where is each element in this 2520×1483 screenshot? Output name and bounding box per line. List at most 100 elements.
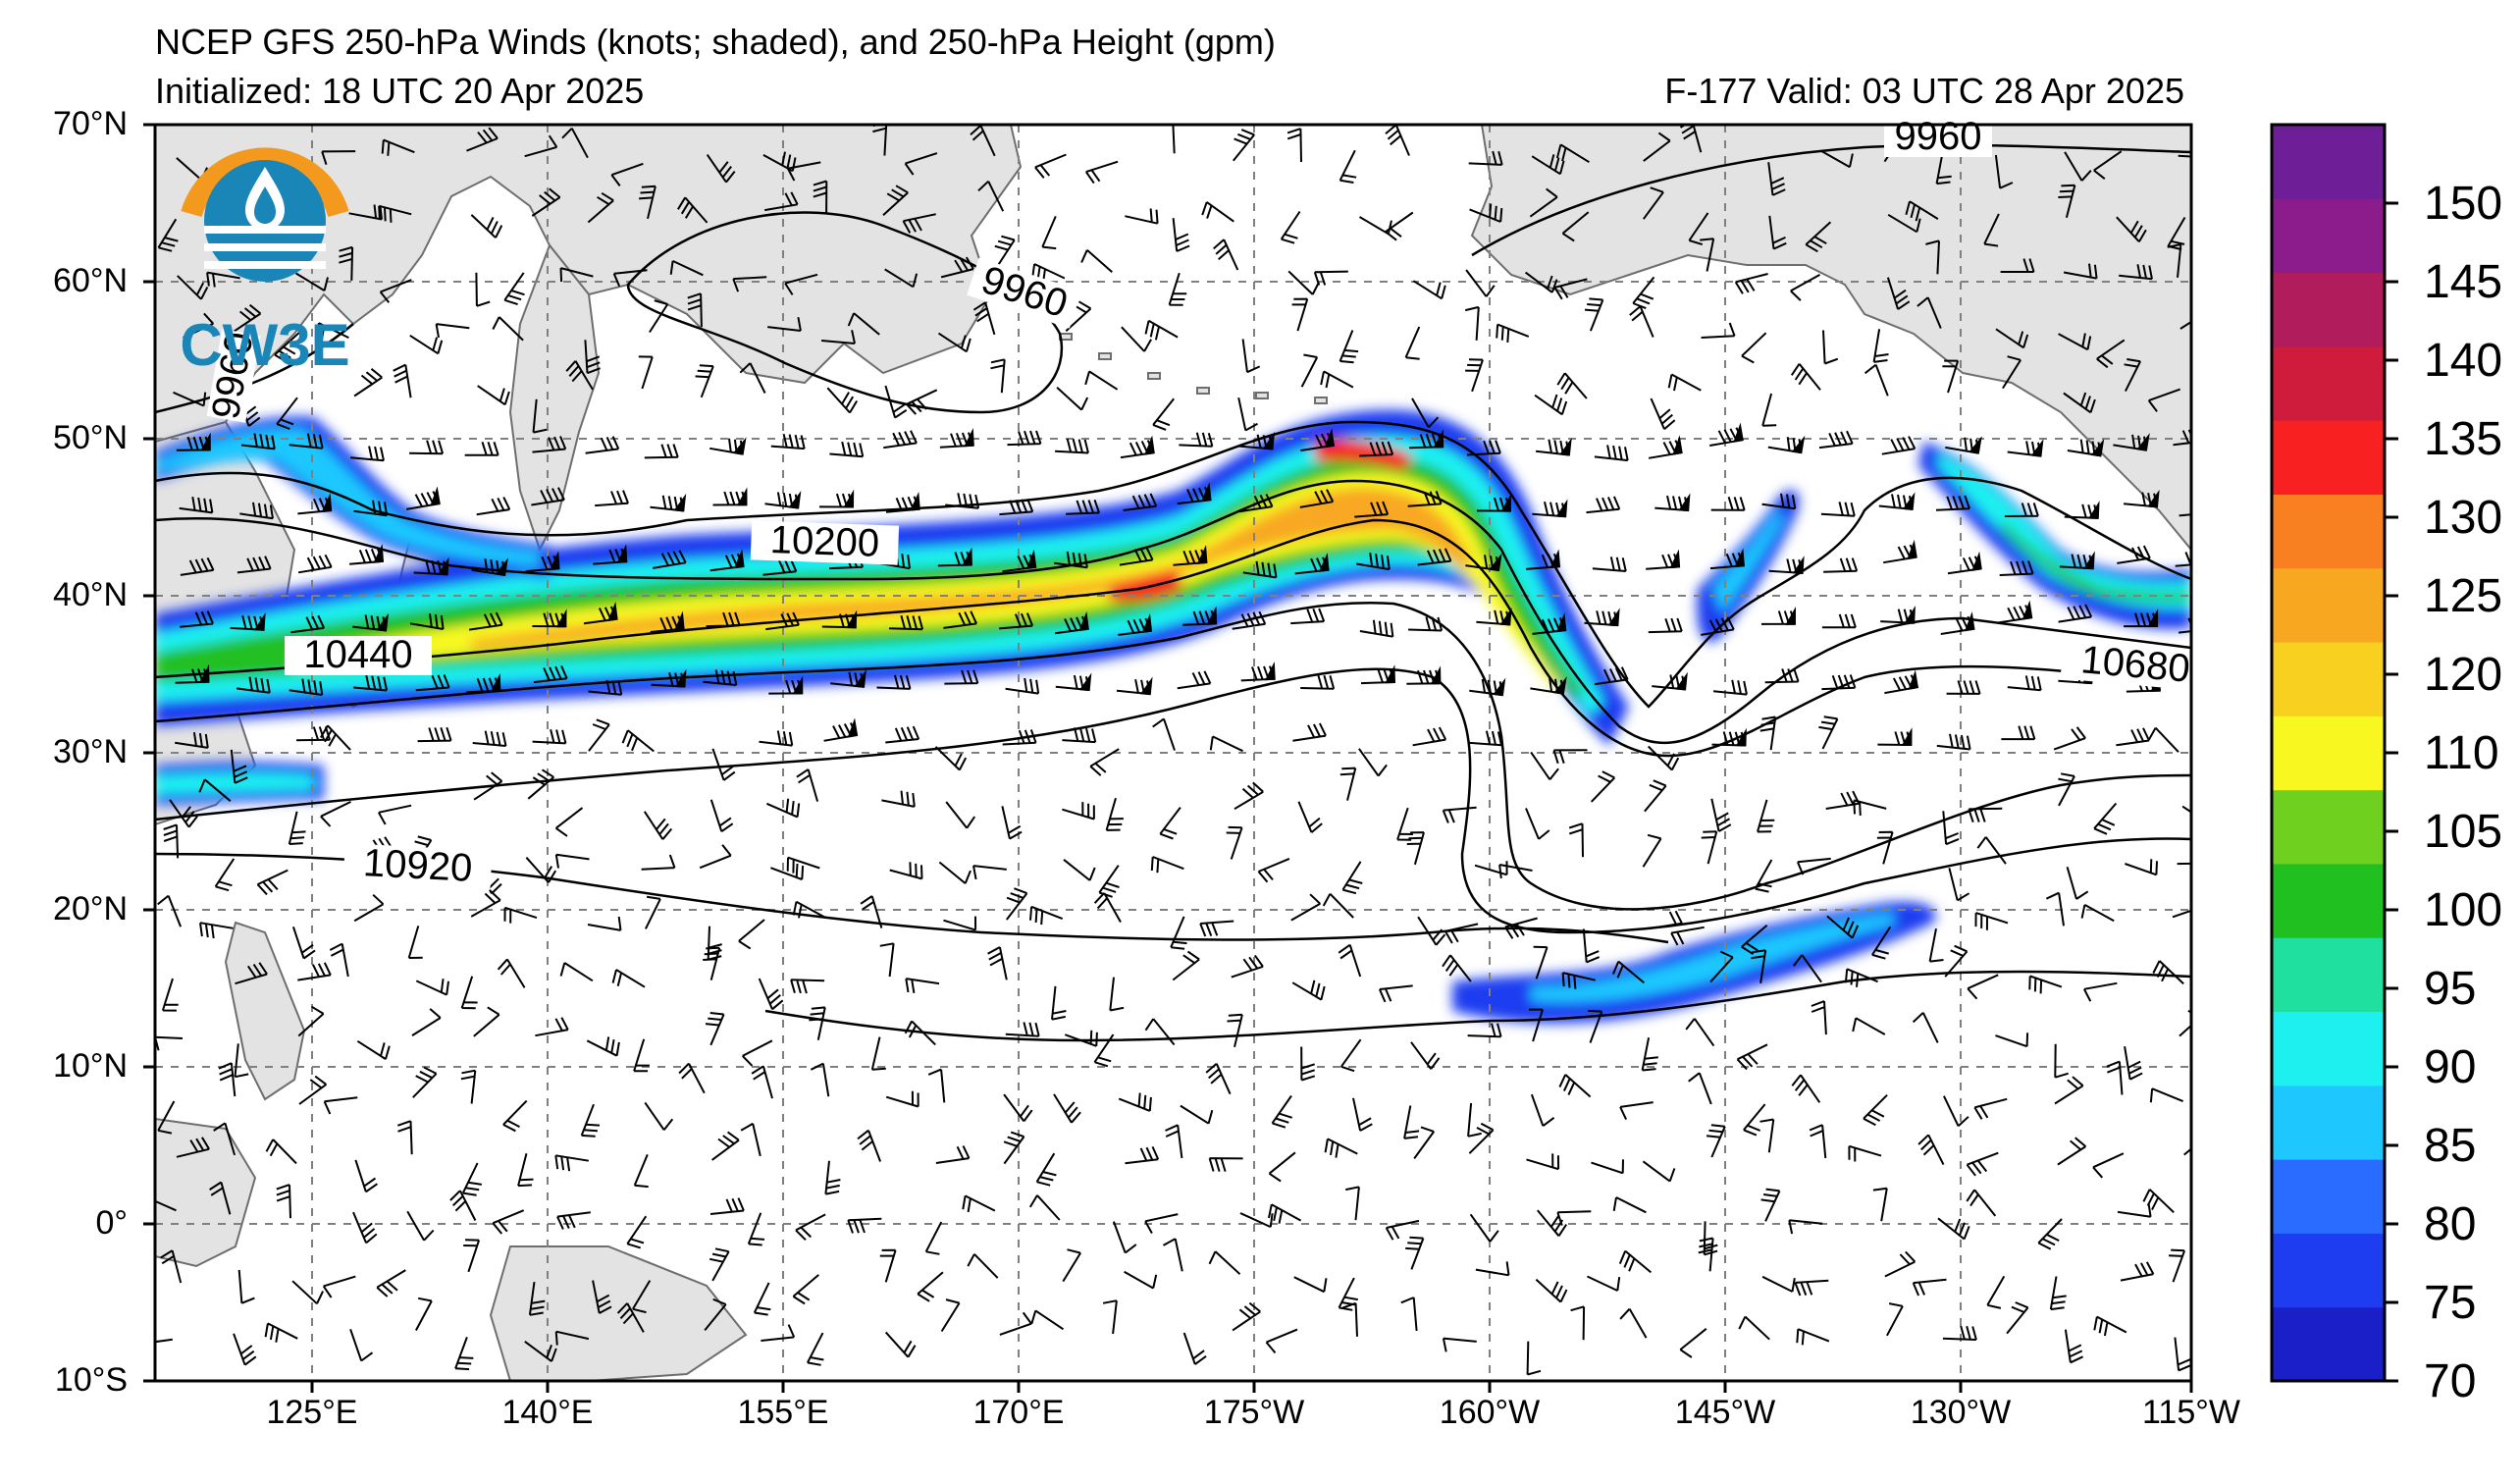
wind-barb bbox=[644, 1101, 674, 1131]
wind-barb bbox=[1876, 830, 1894, 865]
colorbar-label-130: 130 bbox=[2424, 492, 2503, 544]
wind-barb bbox=[732, 276, 767, 292]
wind-barb bbox=[2045, 891, 2065, 927]
colorbar-swatch bbox=[2272, 715, 2385, 791]
wind-barb bbox=[1590, 770, 1616, 803]
wind-barb bbox=[1619, 1307, 1648, 1339]
wind-barb bbox=[1339, 1038, 1362, 1073]
wind-barb bbox=[1741, 924, 1768, 956]
colorbar-label-100: 100 bbox=[2424, 884, 2503, 936]
wind-barb bbox=[415, 674, 450, 692]
wind-barb-pennant bbox=[1433, 429, 1444, 449]
wind-barb bbox=[1973, 1097, 2008, 1120]
wind-barb bbox=[1533, 945, 1549, 980]
wind-barb bbox=[464, 442, 499, 456]
wind-barb bbox=[826, 387, 859, 414]
wind-barb bbox=[638, 355, 654, 390]
wind-barb bbox=[883, 430, 918, 450]
wind-barb bbox=[291, 1280, 325, 1305]
wind-barb bbox=[879, 1248, 897, 1283]
wind-barb bbox=[1168, 272, 1187, 306]
contour-g bbox=[764, 970, 2191, 1042]
wind-barb bbox=[532, 728, 567, 745]
colorbar-swatch bbox=[2272, 198, 2385, 274]
contour-label-9960-b: 9960 bbox=[1895, 115, 1982, 158]
wind-barb bbox=[709, 1247, 730, 1282]
wind-barb bbox=[904, 152, 938, 176]
wind-barb bbox=[554, 1154, 589, 1172]
wind-barb-pennant bbox=[1902, 492, 1916, 510]
wind-barb bbox=[1713, 679, 1748, 696]
wind-barb bbox=[1641, 1037, 1658, 1072]
wind-barb bbox=[1062, 1248, 1081, 1283]
wind-barb bbox=[2125, 859, 2158, 876]
wind-barb bbox=[767, 317, 802, 332]
wind-barb bbox=[1759, 1118, 1775, 1153]
wind-barb bbox=[1152, 717, 1176, 751]
wind-barb bbox=[592, 1280, 612, 1314]
wind-barb bbox=[1790, 274, 1820, 301]
lon-label-115w: 115°W bbox=[2142, 1394, 2240, 1431]
wind-barb bbox=[1003, 1093, 1033, 1122]
wind-barb bbox=[2000, 258, 2035, 273]
wind-barb bbox=[847, 1217, 882, 1234]
wind-barb bbox=[1084, 160, 1119, 185]
wind-barb bbox=[1706, 1124, 1726, 1158]
wind-barb bbox=[972, 301, 996, 336]
wind-barb bbox=[1466, 440, 1501, 456]
wind-barb bbox=[807, 1332, 824, 1366]
wind-barb bbox=[1105, 797, 1124, 831]
contour-f bbox=[155, 667, 2191, 934]
wind-barb bbox=[1152, 397, 1175, 431]
wind-barb bbox=[1213, 238, 1239, 271]
contour-a bbox=[155, 323, 354, 414]
wind-barb bbox=[1320, 370, 1354, 389]
wind-barb bbox=[1405, 1236, 1425, 1270]
wind-barb bbox=[1093, 892, 1122, 923]
wind-barb bbox=[687, 292, 703, 328]
wind-barb bbox=[1586, 496, 1621, 514]
wind-barb bbox=[470, 889, 501, 918]
wind-barb bbox=[1968, 807, 2003, 823]
wind-barb bbox=[1582, 928, 1601, 964]
wind-barb bbox=[2093, 150, 2123, 180]
wind-barb bbox=[1159, 806, 1181, 840]
wind-barb-pennant bbox=[2021, 600, 2033, 620]
wind-barb bbox=[1464, 305, 1480, 341]
wind-barb bbox=[934, 746, 968, 771]
wind-barb bbox=[321, 150, 356, 166]
wind-barb-pennant bbox=[1791, 435, 1806, 454]
wind-barb bbox=[2142, 1189, 2175, 1214]
colorbar-swatch bbox=[2272, 1085, 2385, 1160]
height-contours bbox=[155, 143, 2191, 1042]
colorbar-swatch bbox=[2272, 1306, 2385, 1382]
wind-barb bbox=[943, 916, 977, 931]
wind-barb bbox=[633, 1038, 650, 1073]
wind-barb bbox=[379, 279, 412, 303]
wind-barb bbox=[2054, 1043, 2069, 1079]
wind-barb bbox=[160, 1249, 183, 1284]
wind-barb bbox=[644, 444, 679, 459]
wind-barb bbox=[454, 1337, 474, 1371]
wind-barb bbox=[1124, 1270, 1158, 1290]
wind-barb bbox=[1498, 864, 1533, 879]
wind-barb bbox=[1530, 1093, 1555, 1127]
wind-barb bbox=[329, 942, 349, 978]
colorbar-label-85: 85 bbox=[2424, 1120, 2477, 1172]
colorbar-label-125: 125 bbox=[2424, 570, 2503, 622]
wind-barb bbox=[1125, 208, 1159, 225]
wind-barb bbox=[1995, 1033, 2029, 1048]
wind-barb bbox=[1007, 430, 1042, 447]
wind-barb bbox=[1667, 373, 1702, 392]
land-new-guinea bbox=[489, 1245, 748, 1381]
wind-barb bbox=[706, 154, 736, 184]
wind-barb-pennant bbox=[1489, 553, 1502, 572]
wind-barb bbox=[533, 665, 568, 684]
wind-barb bbox=[276, 1184, 291, 1219]
wind-barb bbox=[1054, 551, 1088, 569]
wind-barb-pennant bbox=[1735, 727, 1747, 747]
wind-barb bbox=[532, 398, 548, 434]
lon-label-130w: 130°W bbox=[1910, 1394, 2012, 1431]
wind-barb bbox=[1886, 277, 1911, 310]
wind-barb bbox=[531, 487, 565, 506]
